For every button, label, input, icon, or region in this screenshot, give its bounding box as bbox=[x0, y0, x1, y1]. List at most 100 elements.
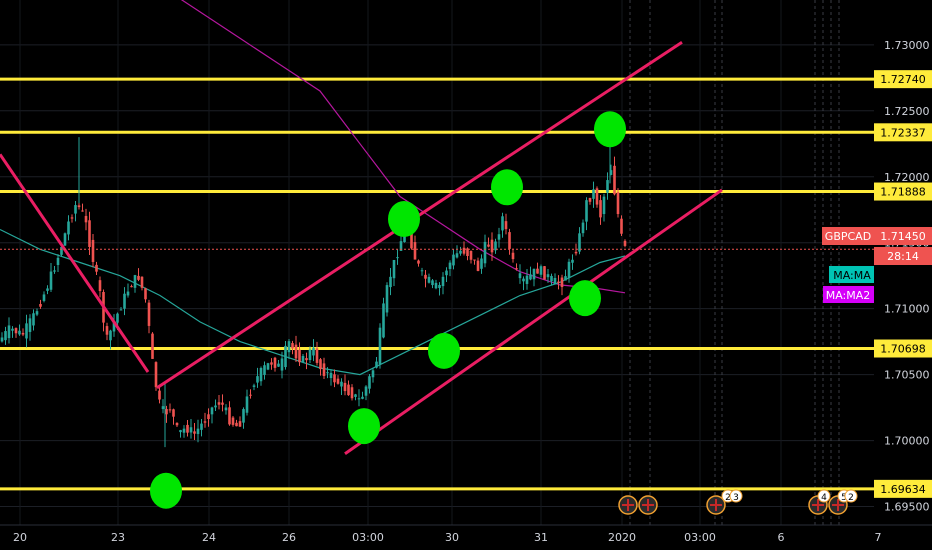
event-count-label: 2 bbox=[848, 493, 854, 503]
candle-body bbox=[252, 385, 256, 387]
last-price-label: 1.71450 bbox=[880, 230, 926, 243]
ma1-label: MA:MA bbox=[833, 269, 871, 282]
candle-body bbox=[151, 333, 154, 359]
level-tag bbox=[874, 479, 932, 498]
candle-body bbox=[182, 428, 186, 433]
candle-body bbox=[179, 430, 182, 433]
level-tag-label: 1.72740 bbox=[880, 73, 926, 86]
horizontal-levels[interactable] bbox=[0, 77, 874, 491]
candle-body bbox=[396, 257, 399, 259]
candle-body bbox=[375, 361, 378, 368]
candle-body bbox=[287, 341, 291, 353]
candle-body bbox=[452, 254, 455, 266]
candle-body bbox=[291, 343, 294, 349]
candle-body bbox=[532, 268, 536, 280]
candle-body bbox=[525, 275, 529, 284]
countdown-tag bbox=[874, 247, 932, 265]
candle-body bbox=[476, 260, 480, 271]
candle-body bbox=[294, 344, 298, 359]
candlesticks bbox=[0, 137, 627, 448]
candle-body bbox=[200, 423, 203, 430]
candle-body bbox=[11, 328, 14, 331]
candle-body bbox=[522, 278, 525, 282]
candle-body bbox=[319, 359, 322, 370]
candle-body bbox=[336, 378, 340, 384]
candle-body bbox=[378, 327, 382, 365]
candle-body bbox=[130, 286, 133, 288]
time-tick-label: 26 bbox=[282, 531, 296, 544]
candle-body bbox=[196, 428, 200, 435]
candle-body bbox=[109, 330, 112, 341]
candle-body bbox=[536, 268, 539, 274]
candle-body bbox=[91, 239, 95, 262]
candle-body bbox=[42, 294, 46, 301]
candle-body bbox=[413, 242, 417, 260]
candle-body bbox=[172, 409, 175, 417]
candle-body bbox=[312, 347, 315, 356]
candle-body bbox=[193, 431, 196, 434]
candle-body bbox=[357, 398, 361, 400]
candle-body bbox=[389, 276, 392, 288]
trendline bbox=[344, 188, 723, 455]
candle-body bbox=[497, 234, 501, 240]
candle-body bbox=[585, 200, 588, 222]
candle-body bbox=[63, 233, 67, 246]
candle-body bbox=[592, 189, 595, 199]
candle-body bbox=[473, 259, 476, 261]
candle-body bbox=[39, 303, 42, 307]
candle-body bbox=[273, 357, 277, 368]
candle-body bbox=[564, 276, 567, 281]
swing-marker bbox=[594, 111, 626, 148]
event-count-badge bbox=[844, 489, 858, 503]
candle-body bbox=[207, 414, 210, 420]
candle-body bbox=[210, 407, 214, 415]
ma2-tag bbox=[823, 286, 874, 303]
candle-body bbox=[35, 311, 39, 315]
candle-body bbox=[49, 271, 53, 290]
candle-body bbox=[186, 424, 189, 433]
candle-body bbox=[354, 394, 357, 397]
candle-body bbox=[347, 384, 350, 396]
candle-body bbox=[98, 280, 102, 291]
candle-body bbox=[333, 374, 336, 383]
candle-body bbox=[361, 396, 364, 399]
candle-body bbox=[431, 280, 434, 286]
ma1-tag bbox=[829, 266, 874, 283]
ma2-line bbox=[180, 0, 626, 294]
swing-marker bbox=[491, 169, 523, 206]
candle-body bbox=[53, 270, 56, 272]
swing-marker bbox=[428, 332, 460, 369]
candle-body bbox=[308, 349, 312, 361]
candle-body bbox=[417, 260, 420, 264]
level-tag-label: 1.70698 bbox=[880, 343, 926, 356]
candle-body bbox=[7, 325, 11, 339]
candle-body bbox=[259, 368, 263, 382]
candle-body bbox=[133, 275, 137, 288]
candle-body bbox=[329, 372, 333, 379]
candle-body bbox=[4, 331, 7, 341]
candle-body bbox=[161, 406, 165, 410]
candle-body bbox=[609, 170, 613, 175]
level-tag-label: 1.69634 bbox=[880, 483, 926, 496]
candle-body bbox=[501, 216, 504, 231]
candle-body bbox=[67, 221, 70, 235]
event-count-badge bbox=[729, 489, 743, 503]
candle-body bbox=[504, 221, 508, 230]
time-tick-label: 6 bbox=[778, 531, 785, 544]
candle-body bbox=[350, 387, 354, 399]
candle-body bbox=[224, 407, 228, 411]
price-tick-label: 1.70500 bbox=[884, 369, 930, 382]
candle-body bbox=[494, 241, 497, 251]
swing-marker bbox=[150, 472, 182, 509]
level-tag-label: 1.71888 bbox=[880, 186, 926, 199]
candle-body bbox=[270, 362, 273, 365]
candle-body bbox=[245, 396, 249, 413]
candle-body bbox=[168, 409, 172, 411]
candle-body bbox=[175, 422, 179, 426]
candle-body bbox=[18, 330, 21, 335]
time-tick-label: 20 bbox=[13, 531, 27, 544]
candle-body bbox=[595, 188, 599, 205]
price-axis-ticks: 1.730001.725001.720001.715001.710001.705… bbox=[884, 39, 930, 514]
